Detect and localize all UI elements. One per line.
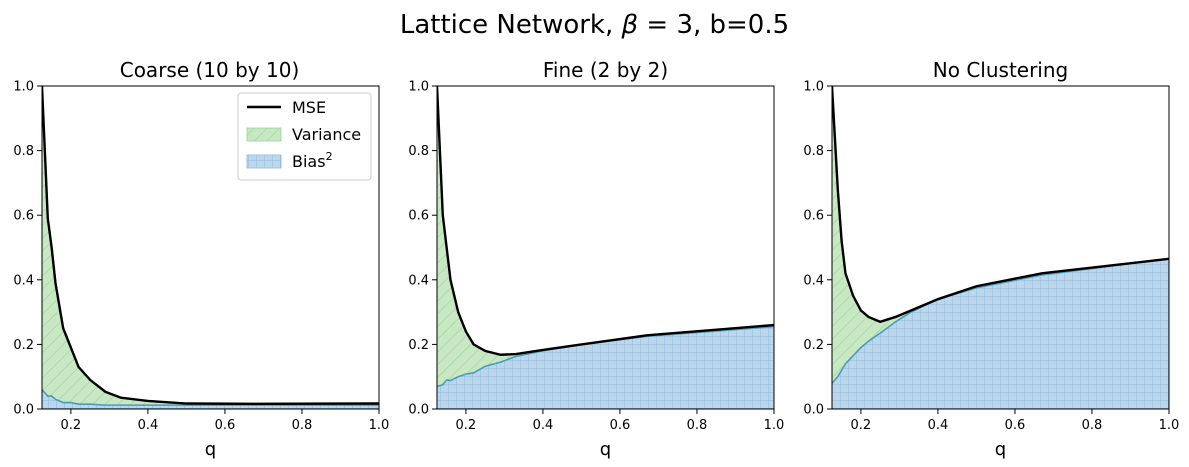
x-tick-label: 0.4 xyxy=(533,418,554,433)
legend-bias-sup: 2 xyxy=(326,150,333,163)
y-tick-label: 0.2 xyxy=(408,338,429,353)
y-tick-label: 0.4 xyxy=(13,273,34,288)
bias-series-line xyxy=(42,389,379,406)
suptitle-beta: β xyxy=(621,10,639,40)
x-axis-label: q xyxy=(995,439,1006,460)
x-tick-label: 0.8 xyxy=(687,418,708,433)
figure-suptitle: Lattice Network, β = 3, b=0.5 xyxy=(400,10,789,40)
legend-variance-swatch xyxy=(246,127,282,142)
y-tick-label: 0.8 xyxy=(13,144,34,159)
x-axis-label: q xyxy=(205,439,216,460)
legend-variance-label: Variance xyxy=(292,125,361,144)
y-tick-label: 0.6 xyxy=(408,209,429,224)
mse-series-line xyxy=(437,86,774,356)
mse-series-line xyxy=(832,86,1169,324)
plot-frame xyxy=(831,85,1170,410)
legend-mse-label: MSE xyxy=(292,98,326,117)
x-tick-label: 0.6 xyxy=(1005,418,1026,433)
legend-bias-swatch xyxy=(246,154,282,169)
y-tick-label: 0.4 xyxy=(803,273,824,288)
x-tick-label: 0.6 xyxy=(610,418,631,433)
y-tick-label: 0.8 xyxy=(408,144,429,159)
x-tick-label: 0.2 xyxy=(851,418,872,433)
panel-title: No Clustering xyxy=(933,58,1068,82)
x-tick-label: 0.2 xyxy=(456,418,477,433)
plot-frame xyxy=(436,85,775,410)
y-tick-label: 0.6 xyxy=(803,209,824,224)
x-tick-label: 0.4 xyxy=(138,418,159,433)
y-tick-label: 1.0 xyxy=(408,80,429,95)
y-tick-label: 0.0 xyxy=(803,403,824,418)
bias-area xyxy=(437,326,774,409)
x-tick-label: 0.2 xyxy=(61,418,82,433)
bias-series-line xyxy=(832,258,1169,384)
y-tick-label: 0.4 xyxy=(408,273,429,288)
panel-title: Coarse (10 by 10) xyxy=(120,58,300,82)
x-tick-label: 0.8 xyxy=(1082,418,1103,433)
x-tick-label: 0.6 xyxy=(215,418,236,433)
suptitle-prefix: Lattice Network, xyxy=(400,10,622,40)
panel-coarse: Coarse (10 by 10) 0.2 0.4 0.6 0.8 1.0 0.0 0.2… xyxy=(13,58,389,460)
suptitle-suffix: = 3, b=0.5 xyxy=(638,10,789,40)
panel-title: Fine (2 by 2) xyxy=(543,58,668,82)
y-tick-label: 0.6 xyxy=(13,209,34,224)
panel-fine: Fine (2 by 2) 0.2 0.4 0.6 0.8 1.0 0.0 0.2 0.4 0… xyxy=(408,58,784,460)
y-tick-label: 1.0 xyxy=(13,80,34,95)
y-tick-label: 1.0 xyxy=(803,80,824,95)
plot-frame xyxy=(41,85,380,410)
legend-bias-label: Bias2 xyxy=(292,150,333,171)
x-tick-label: 0.8 xyxy=(292,418,313,433)
panel-no-clustering: No Clustering 0.2 0.4 0.6 0.8 1.0 0.0 0.2 0.4 0… xyxy=(803,58,1179,460)
y-tick-label: 0.2 xyxy=(803,338,824,353)
legend: MSE Variance Bias2 xyxy=(237,92,372,181)
x-axis-label: q xyxy=(600,439,611,460)
mse-series-line xyxy=(42,86,379,406)
legend-bias-base: Bias xyxy=(292,152,326,171)
x-tick-label: 1.0 xyxy=(764,418,785,433)
y-tick-label: 0.8 xyxy=(803,144,824,159)
x-tick-label: 1.0 xyxy=(1159,418,1180,433)
bias-area xyxy=(832,258,1169,409)
x-tick-label: 1.0 xyxy=(369,418,390,433)
y-tick-label: 0.2 xyxy=(13,338,34,353)
y-tick-label: 0.0 xyxy=(13,403,34,418)
y-tick-label: 0.0 xyxy=(408,403,429,418)
x-tick-label: 0.4 xyxy=(928,418,949,433)
